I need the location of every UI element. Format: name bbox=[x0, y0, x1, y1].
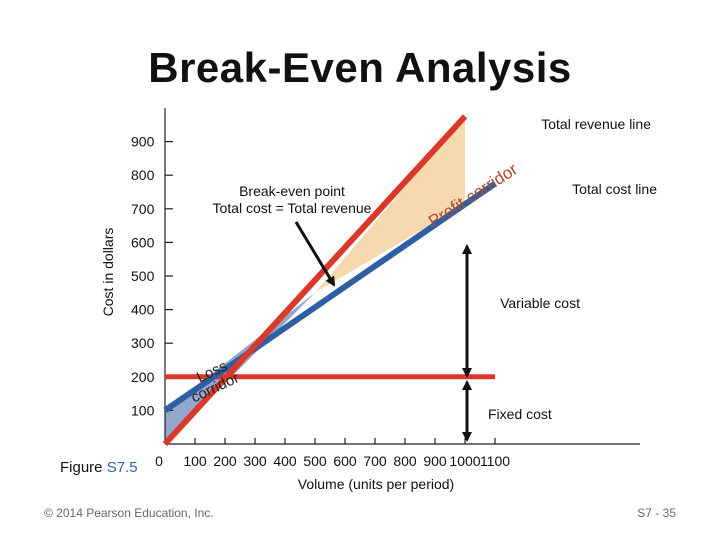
page-number: S7 - 35 bbox=[637, 506, 676, 520]
x-tick-label: 800 bbox=[393, 453, 417, 469]
y-tick-label: 400 bbox=[131, 302, 155, 318]
x-axis-label: Volume (units per period) bbox=[298, 476, 454, 492]
figure-number: S7.5 bbox=[106, 459, 138, 476]
x-tick-label: 900 bbox=[423, 453, 447, 469]
x-tick-label: 300 bbox=[243, 453, 267, 469]
x-tick-label: 1100 bbox=[480, 453, 510, 469]
total-cost-line bbox=[163, 181, 497, 413]
y-tick-label: 300 bbox=[131, 335, 155, 351]
x-tick-label: 100 bbox=[183, 453, 207, 469]
total-cost-label: Total cost line bbox=[572, 181, 657, 197]
figure-prefix: Figure bbox=[60, 459, 103, 476]
y-tick-label: 700 bbox=[131, 201, 155, 217]
copyright-notice: © 2014 Pearson Education, Inc. bbox=[44, 506, 214, 520]
fixed-cost-label: Fixed cost bbox=[488, 406, 552, 422]
x-tick-label: 600 bbox=[333, 453, 357, 469]
break-even-arrow bbox=[294, 221, 336, 287]
total-revenue-label: Total revenue line bbox=[541, 116, 651, 132]
y-tick-label: 900 bbox=[131, 134, 155, 150]
x-tick-label: 700 bbox=[363, 453, 387, 469]
x-tick-label: 0 bbox=[155, 453, 163, 469]
total-revenue-line bbox=[162, 114, 468, 447]
x-tick-label: 200 bbox=[213, 453, 237, 469]
y-axis-label: Cost in dollars bbox=[100, 228, 116, 317]
y-tick-label: 100 bbox=[131, 402, 155, 418]
figure-label: Figure S7.5 bbox=[60, 459, 138, 476]
y-tick-label: 800 bbox=[131, 167, 155, 183]
chart-title: Break-Even Analysis bbox=[148, 44, 572, 91]
break-even-label: Break-even point bbox=[239, 183, 345, 199]
variable-cost-label: Variable cost bbox=[500, 295, 580, 311]
y-tick-label: 500 bbox=[131, 268, 155, 284]
x-tick-label: 400 bbox=[273, 453, 297, 469]
y-tick-label: 200 bbox=[131, 369, 155, 385]
x-tick-label: 500 bbox=[303, 453, 327, 469]
x-tick-label: 1000 bbox=[449, 453, 480, 469]
y-tick-label: 600 bbox=[131, 234, 155, 250]
break-even-equation: Total cost = Total revenue bbox=[213, 200, 372, 216]
